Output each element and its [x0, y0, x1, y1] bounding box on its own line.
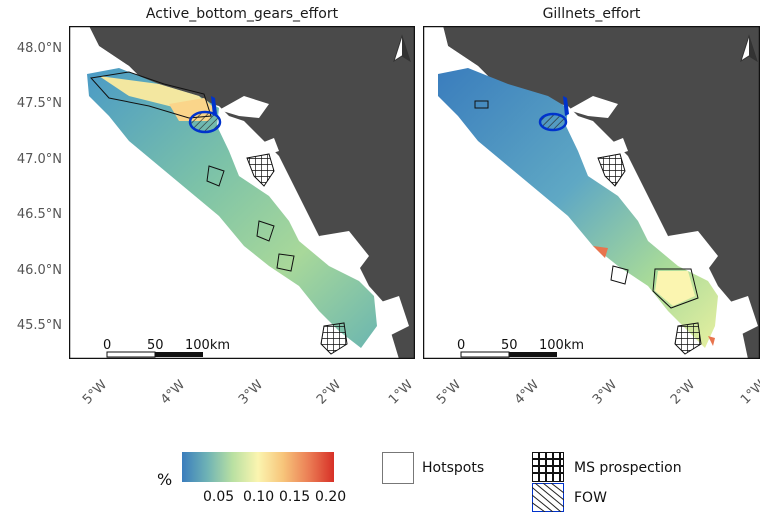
map-panel-left — [69, 26, 415, 359]
lon-label: 5°W — [80, 377, 111, 408]
scalebar-zero: 0 — [457, 338, 466, 353]
ms-prospection — [320, 322, 348, 355]
ms-prospection-label: MS prospection — [574, 460, 682, 476]
effort-surface — [438, 68, 718, 348]
colorbar-tick: 0.10 — [243, 489, 275, 505]
ms-prospection — [597, 153, 626, 187]
lon-label: 4°W — [158, 377, 189, 408]
scalebar-mid: 50 — [147, 338, 164, 353]
fow-zone — [538, 112, 568, 132]
effort-surface — [87, 68, 377, 348]
lat-label: 46.0°N — [16, 263, 62, 278]
hotspot — [276, 253, 295, 272]
scalebar-zero: 0 — [103, 338, 112, 353]
lat-label: 47.5°N — [16, 96, 62, 111]
land — [443, 26, 760, 359]
fow-zone — [563, 96, 569, 116]
lon-label: 2°W — [668, 377, 699, 408]
scale-bar — [460, 351, 557, 358]
scalebar-end: 100km — [539, 338, 585, 353]
scalebar-end: 100km — [185, 338, 231, 353]
hotspot — [206, 165, 225, 187]
land — [89, 26, 415, 359]
hotspots-label: Hotspots — [422, 460, 485, 476]
hotspots-swatch — [382, 452, 414, 484]
lat-label: 48.0°N — [16, 41, 62, 56]
hotspot — [474, 100, 489, 109]
fow-label: FOW — [574, 490, 607, 506]
lat-label: 47.0°N — [16, 152, 62, 167]
lon-label: 4°W — [512, 377, 543, 408]
colorbar-tick: 0.05 — [203, 489, 235, 505]
lon-label: 3°W — [590, 377, 621, 408]
hotspot — [256, 220, 275, 242]
lon-label: 1°W — [386, 377, 417, 408]
north-arrow-icon — [393, 34, 411, 63]
lon-label: 3°W — [236, 377, 267, 408]
colorbar-title: % — [157, 470, 173, 489]
colorbar-tick: 0.20 — [315, 489, 347, 505]
ms-prospection-swatch — [532, 452, 564, 482]
lat-label: 46.5°N — [16, 207, 62, 222]
lon-label: 1°W — [738, 377, 760, 408]
hotspot — [652, 268, 699, 309]
scale-bar — [106, 351, 203, 358]
fow-zone — [211, 96, 217, 116]
lat-label: 45.5°N — [16, 318, 62, 333]
scalebar-mid: 50 — [501, 338, 518, 353]
north-arrow-icon — [740, 34, 758, 63]
ms-prospection — [246, 153, 275, 187]
panel-title-right: Gillnets_effort — [542, 6, 641, 22]
lon-label: 5°W — [434, 377, 465, 408]
ms-prospection — [674, 322, 702, 355]
colorbar-tick: 0.15 — [279, 489, 311, 505]
fow-zone — [188, 110, 222, 134]
colorbar — [182, 452, 334, 482]
hotspot — [610, 265, 629, 285]
fow-swatch — [532, 483, 564, 512]
lon-label: 2°W — [314, 377, 345, 408]
map-panel-right — [423, 26, 760, 359]
panel-title-left: Active_bottom_gears_effort — [145, 6, 339, 22]
